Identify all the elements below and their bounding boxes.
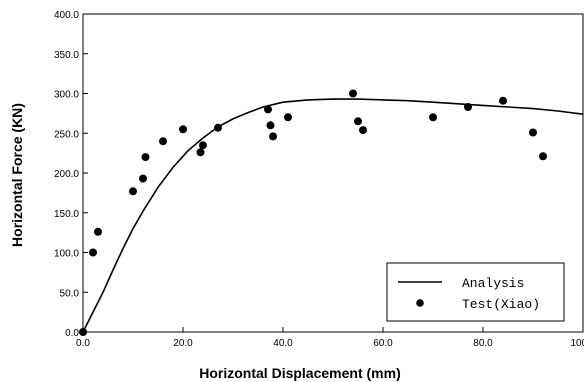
y-axis: 0.0 50.0 100.0 150.0 200.0 250.0 300.0 350.0 400… — [54, 10, 88, 339]
y-tick-label: 300.0 — [54, 90, 79, 101]
data-point-test-xiao — [499, 96, 507, 105]
legend-marker-sample — [416, 299, 424, 307]
y-tick-label: 200.0 — [54, 169, 79, 180]
legend-box — [386, 262, 565, 322]
data-point-test-xiao — [129, 187, 137, 196]
legend-label-analysis: Analysis — [462, 276, 524, 291]
data-point-test-xiao — [199, 141, 207, 150]
data-point-test-xiao — [464, 103, 472, 111]
data-point-test-xiao — [139, 174, 147, 183]
data-point-test-xiao — [264, 105, 272, 114]
x-tick-label: 100.0 — [570, 338, 584, 349]
data-point-test-xiao — [354, 117, 362, 126]
data-point-test-xiao — [429, 113, 437, 122]
data-point-test-xiao — [529, 128, 537, 137]
y-tick-label: 0.0 — [65, 328, 79, 339]
y-tick-label: 350.0 — [54, 50, 79, 61]
x-axis: 0.0 20.0 40.0 60.0 80.0 100.0 — [76, 327, 584, 349]
y-axis-title: Horizontal Force (KN) — [9, 103, 25, 247]
data-point-test-xiao — [89, 248, 97, 257]
y-tick-label: 400.0 — [54, 10, 79, 21]
y-tick-label: 250.0 — [54, 129, 79, 140]
data-point-test-xiao — [79, 328, 87, 336]
data-point-test-xiao — [284, 113, 292, 122]
data-point-test-xiao — [359, 126, 367, 135]
scatter-points — [79, 89, 547, 336]
x-axis-title: Horizontal Displacement (mm) — [199, 365, 400, 381]
data-point-test-xiao — [159, 137, 167, 146]
data-point-test-xiao — [179, 125, 187, 134]
y-tick-label: 50.0 — [60, 288, 80, 299]
legend-label-test: Test(Xiao) — [462, 297, 540, 312]
data-point-test-xiao — [266, 121, 275, 130]
legend: Analysis Test(Xiao) — [386, 262, 565, 322]
x-tick-label: 80.0 — [473, 338, 493, 349]
data-point-test-xiao — [269, 132, 277, 141]
y-tick-label: 100.0 — [54, 249, 79, 260]
data-point-test-xiao — [214, 123, 222, 132]
data-point-test-xiao — [94, 227, 102, 236]
data-point-test-xiao — [539, 152, 547, 161]
data-point-test-xiao — [196, 148, 205, 157]
data-point-test-xiao — [141, 153, 150, 162]
x-tick-label: 20.0 — [173, 338, 193, 349]
y-tick-label: 150.0 — [54, 209, 79, 220]
x-tick-label: 40.0 — [273, 338, 293, 349]
x-tick-label: 0.0 — [76, 338, 90, 349]
x-tick-label: 60.0 — [373, 338, 393, 349]
data-point-test-xiao — [349, 89, 357, 98]
